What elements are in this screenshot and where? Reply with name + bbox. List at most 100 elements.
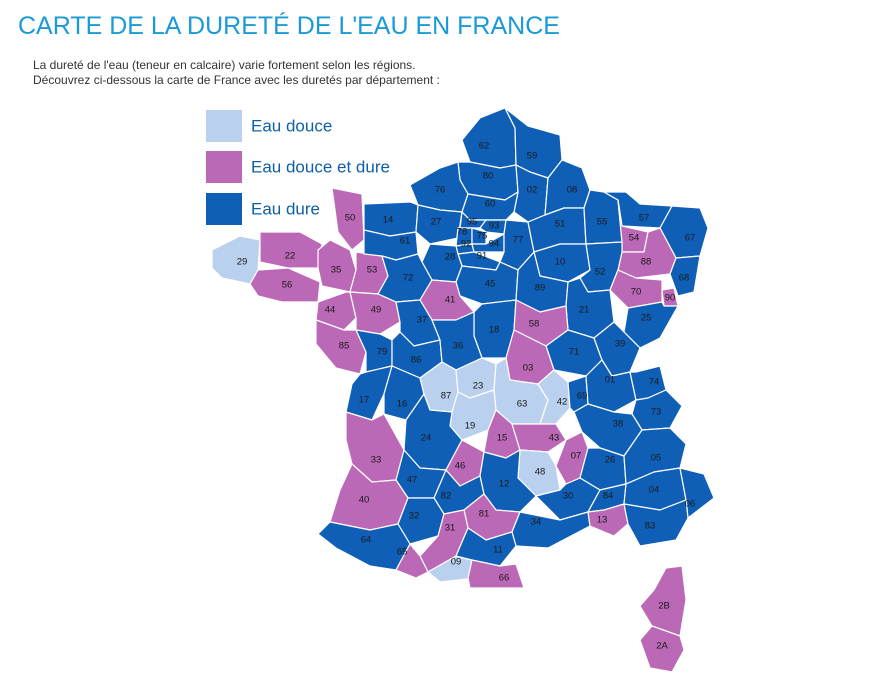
department-label-65: 65: [397, 547, 408, 558]
department-62[interactable]: [461, 107, 517, 169]
department-label-41: 41: [445, 295, 456, 306]
department-label-28: 28: [445, 252, 456, 263]
department-label-24: 24: [421, 433, 432, 444]
department-label-42: 42: [557, 397, 568, 408]
department-label-54: 54: [629, 233, 640, 244]
department-label-75: 75: [477, 231, 488, 242]
department-label-31: 31: [445, 523, 456, 534]
department-label-67: 67: [685, 233, 696, 244]
department-label-05: 05: [651, 453, 662, 464]
department-68[interactable]: [669, 255, 701, 297]
department-label-92: 92: [461, 239, 472, 250]
department-label-63: 63: [517, 399, 528, 410]
intro-text: La dureté de l'eau (teneur en calcaire) …: [33, 58, 440, 88]
department-label-94: 94: [489, 239, 500, 250]
department-label-86: 86: [411, 355, 422, 366]
department-label-2b: 2B: [658, 601, 670, 612]
department-label-80: 80: [483, 171, 494, 182]
department-label-84: 84: [603, 491, 614, 502]
department-50[interactable]: [331, 187, 365, 251]
department-17[interactable]: [345, 365, 393, 421]
department-label-16: 16: [397, 399, 408, 410]
department-label-79: 79: [377, 347, 388, 358]
department-label-02: 02: [527, 185, 538, 196]
department-65[interactable]: [395, 543, 429, 579]
department-label-34: 34: [531, 517, 542, 528]
department-label-50: 50: [345, 213, 356, 224]
department-label-46: 46: [455, 461, 466, 472]
department-label-21: 21: [579, 305, 590, 316]
department-label-2a: 2A: [656, 641, 668, 652]
department-label-40: 40: [359, 495, 370, 506]
department-label-51: 51: [555, 219, 566, 230]
department-label-64: 64: [361, 535, 372, 546]
department-label-55: 55: [597, 217, 608, 228]
legend-label-mixte: Eau douce et dure: [251, 157, 390, 176]
department-label-27: 27: [431, 217, 442, 228]
department-label-43: 43: [549, 433, 560, 444]
department-label-82: 82: [441, 491, 452, 502]
department-label-56: 56: [282, 280, 293, 291]
department-2a[interactable]: [639, 625, 685, 673]
department-42[interactable]: [537, 369, 571, 425]
legend-swatch-dure: [206, 193, 242, 225]
department-label-49: 49: [371, 305, 382, 316]
department-label-61: 61: [400, 236, 411, 247]
department-93[interactable]: [479, 219, 507, 235]
department-label-33: 33: [371, 455, 382, 466]
department-label-12: 12: [499, 479, 510, 490]
department-label-39: 39: [615, 339, 626, 350]
department-label-17: 17: [359, 395, 370, 406]
department-label-11: 11: [493, 545, 503, 556]
department-label-25: 25: [641, 313, 652, 324]
legend: Eau douce Eau douce et dure Eau dure: [206, 110, 390, 225]
department-66[interactable]: [467, 559, 525, 589]
department-label-70: 70: [631, 287, 642, 298]
department-label-10: 10: [555, 257, 566, 268]
department-label-19: 19: [465, 421, 476, 432]
department-label-57: 57: [639, 213, 650, 224]
page-title: CARTE DE LA DURETÉ DE L'EAU EN FRANCE: [18, 12, 560, 40]
department-label-93: 93: [489, 221, 500, 232]
department-label-53: 53: [367, 265, 378, 276]
department-label-36: 36: [453, 341, 464, 352]
departments-layer: [211, 107, 715, 673]
department-label-58: 58: [529, 319, 540, 330]
department-label-88: 88: [641, 257, 652, 268]
department-label-89: 89: [535, 283, 546, 294]
department-label-44: 44: [325, 305, 336, 316]
department-label-76: 76: [435, 185, 446, 196]
department-label-68: 68: [679, 273, 690, 284]
legend-swatch-douce: [206, 110, 242, 142]
department-label-78: 78: [457, 227, 468, 238]
department-label-37: 37: [417, 315, 428, 326]
department-34[interactable]: [511, 511, 591, 549]
department-label-38: 38: [613, 419, 624, 430]
department-label-72: 72: [403, 273, 414, 284]
department-56[interactable]: [249, 267, 321, 303]
department-label-47: 47: [407, 475, 418, 486]
department-83[interactable]: [623, 499, 689, 547]
department-label-26: 26: [605, 455, 616, 466]
department-label-85: 85: [339, 341, 350, 352]
department-label-03: 03: [523, 363, 534, 374]
department-label-52: 52: [595, 267, 606, 278]
department-label-23: 23: [473, 381, 484, 392]
department-49[interactable]: [349, 291, 401, 335]
department-label-73: 73: [651, 407, 662, 418]
legend-label-douce: Eau douce: [251, 116, 332, 135]
department-label-66: 66: [499, 573, 510, 584]
department-label-14: 14: [383, 215, 394, 226]
department-label-59: 59: [527, 151, 538, 162]
department-06[interactable]: [679, 467, 715, 519]
department-label-60: 60: [485, 199, 496, 210]
department-label-18: 18: [489, 325, 500, 336]
department-label-22: 22: [285, 251, 296, 262]
department-label-35: 35: [331, 265, 342, 276]
department-label-09: 09: [451, 557, 462, 568]
intro-line-1: La dureté de l'eau (teneur en calcaire) …: [33, 58, 416, 72]
department-label-04: 04: [649, 485, 660, 496]
intro-line-2: Découvrez ci-dessous la carte de France …: [33, 73, 440, 87]
department-85[interactable]: [315, 319, 367, 375]
